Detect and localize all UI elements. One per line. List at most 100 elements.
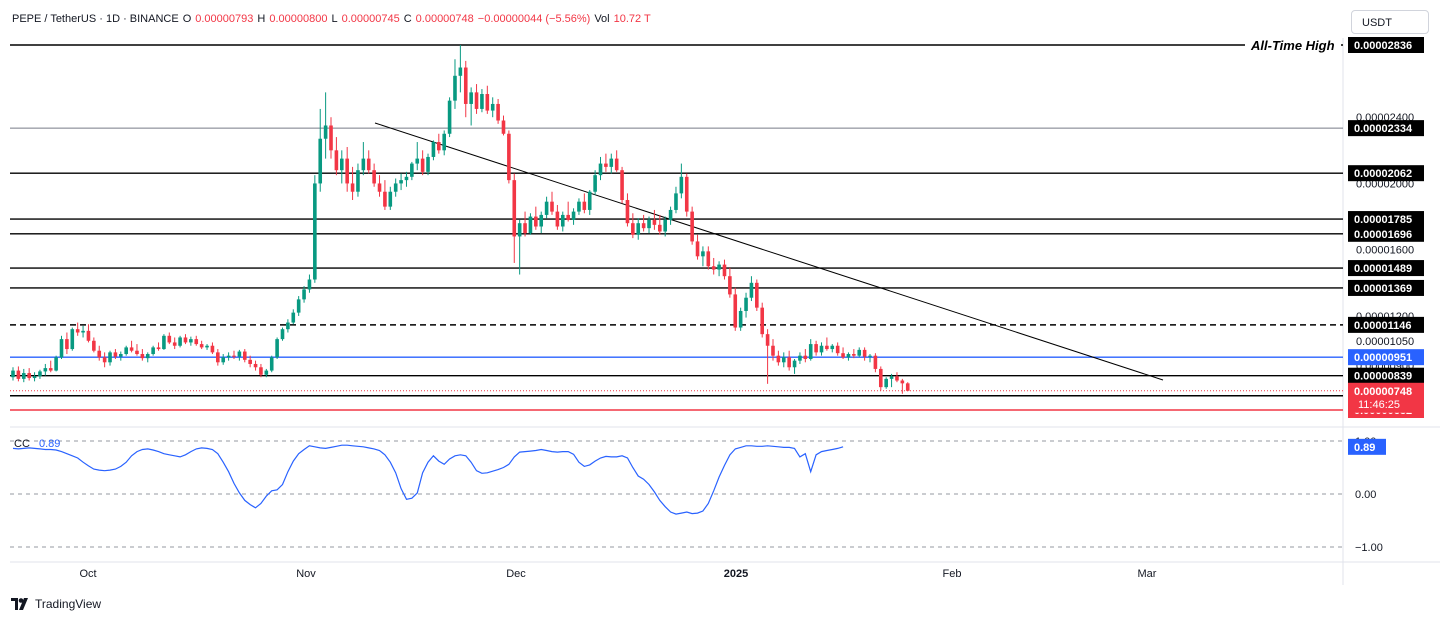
candle-body xyxy=(868,355,872,357)
candle-body xyxy=(463,67,468,104)
tradingview-logo[interactable]: TradingView xyxy=(11,597,101,611)
level-price-label: 0.00000951 xyxy=(1354,352,1412,364)
level-price-badge xyxy=(1348,349,1424,366)
candle-body xyxy=(404,176,409,181)
candle-body xyxy=(701,251,705,257)
candle-body xyxy=(781,357,786,363)
candle-body xyxy=(210,345,215,353)
level-price-badge xyxy=(1348,165,1424,182)
brand-label: TradingView xyxy=(35,597,102,611)
candle-body xyxy=(895,376,899,381)
candle-body xyxy=(534,216,538,227)
level-price-badge xyxy=(1348,279,1424,296)
candle-body xyxy=(226,355,231,358)
level-price-label: 0.00001369 xyxy=(1354,283,1412,295)
candle-body xyxy=(679,176,684,194)
candle-body xyxy=(334,150,339,171)
candle-body xyxy=(361,158,366,171)
candle-body xyxy=(280,329,285,340)
level-price-badge xyxy=(1348,211,1424,228)
candle-body xyxy=(129,347,134,351)
candle-body xyxy=(560,214,565,227)
candle-body xyxy=(587,191,592,210)
candle-body xyxy=(323,125,328,139)
candle-body xyxy=(350,183,355,192)
candle-body xyxy=(722,264,727,277)
countdown-label: 11:46:25 xyxy=(1358,399,1400,411)
candle-body xyxy=(469,92,473,104)
candle-body xyxy=(625,200,630,224)
candle-body xyxy=(318,138,323,184)
candle-body xyxy=(555,211,560,227)
candle-body xyxy=(205,345,209,348)
close-label: C xyxy=(403,13,412,25)
candle-body xyxy=(275,339,279,358)
level-price-badge xyxy=(1348,225,1424,242)
level-price-label: 0.00002836 xyxy=(1354,40,1412,52)
candle-body xyxy=(474,92,479,109)
level-price-label: 0.00002334 xyxy=(1354,123,1413,135)
candle-body xyxy=(884,378,888,388)
candle-body xyxy=(728,276,732,295)
candle-body xyxy=(668,209,673,220)
candle-body xyxy=(609,158,614,167)
candle-body xyxy=(862,349,867,357)
candle-body xyxy=(566,214,570,220)
candle-body xyxy=(194,339,199,345)
candle-body xyxy=(259,367,263,375)
candle-body xyxy=(437,142,441,151)
candle-body xyxy=(878,368,883,388)
candle-body xyxy=(485,94,490,111)
candle-body xyxy=(43,368,48,372)
candle-body xyxy=(189,339,193,343)
cc-value-badge-label: 0.89 xyxy=(1354,442,1375,454)
candle-body xyxy=(48,368,53,371)
price-tick-label: 0.00001050 xyxy=(1356,336,1414,348)
candle-body xyxy=(221,357,226,363)
low-label: L xyxy=(331,13,338,25)
candle-body xyxy=(151,347,155,355)
candle-body xyxy=(307,279,312,290)
candle-body xyxy=(16,370,21,379)
candle-body xyxy=(108,352,112,363)
symbol-info-bar: PEPE / TetherUS · 1D · BINANCE O 0.000007… xyxy=(12,13,651,25)
candle-body xyxy=(787,357,791,368)
candle-body xyxy=(388,191,393,207)
volume-value: 10.72 T xyxy=(613,13,651,25)
time-tick-label: Oct xyxy=(79,568,96,580)
symbol-label[interactable]: PEPE / TetherUS · 1D · BINANCE xyxy=(12,13,179,25)
candle-body xyxy=(889,376,894,379)
level-price-badge xyxy=(1348,316,1424,333)
candle-body xyxy=(119,354,123,357)
candle-body xyxy=(776,355,781,363)
low-value: 0.00000745 xyxy=(341,13,400,25)
candle-body xyxy=(706,251,711,267)
candle-body xyxy=(571,211,576,220)
candle-body xyxy=(302,289,306,300)
candle-body xyxy=(102,357,107,363)
candle-body xyxy=(178,337,182,346)
candle-body xyxy=(237,351,242,357)
cc-tick-label: 0.00 xyxy=(1355,489,1376,501)
candle-body xyxy=(512,180,517,237)
candle-body xyxy=(900,380,905,384)
candle-body xyxy=(393,183,398,192)
candle-body xyxy=(339,158,344,171)
currency-button[interactable]: USDT xyxy=(1351,10,1429,34)
candle-body xyxy=(248,359,252,364)
candle-body xyxy=(366,158,371,171)
open-label: O xyxy=(182,13,192,25)
candle-body xyxy=(517,223,522,237)
candle-body xyxy=(539,214,544,227)
candle-body xyxy=(620,170,624,201)
level-price-badge xyxy=(1348,260,1424,277)
candle-body xyxy=(399,180,403,184)
cc-line xyxy=(12,444,844,515)
level-price-label: 0.00000839 xyxy=(1354,371,1412,383)
candle-body xyxy=(242,351,247,360)
candle-body xyxy=(798,355,802,361)
candle-body xyxy=(86,330,91,341)
candle-body xyxy=(329,125,333,151)
time-tick-label: Nov xyxy=(296,568,316,580)
